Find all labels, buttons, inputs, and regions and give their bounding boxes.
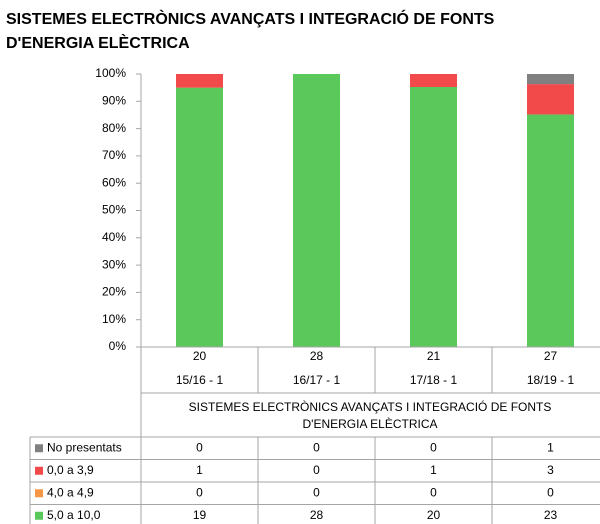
bar-segment bbox=[527, 114, 574, 347]
legend-swatch bbox=[35, 511, 43, 520]
total-label: 27 bbox=[544, 349, 558, 363]
table-value: 19 bbox=[193, 508, 207, 522]
table-value: 0 bbox=[313, 440, 320, 454]
legend-swatch bbox=[35, 444, 43, 453]
table-value: 0 bbox=[313, 463, 320, 477]
bar-segment bbox=[410, 74, 457, 87]
table-value: 1 bbox=[196, 463, 203, 477]
y-tick-label: 90% bbox=[102, 93, 126, 107]
legend-swatch bbox=[35, 466, 43, 475]
legend-swatch bbox=[35, 489, 43, 498]
bar-segment bbox=[293, 74, 340, 347]
table-value: 0 bbox=[547, 485, 554, 499]
legend-label: No presentats bbox=[47, 440, 122, 454]
chart-title: SISTEMES ELECTRÒNICS AVANÇATS I INTEGRAC… bbox=[6, 9, 495, 28]
y-tick-label: 10% bbox=[102, 312, 126, 326]
table-value: 3 bbox=[547, 463, 554, 477]
y-tick-label: 40% bbox=[102, 230, 126, 244]
bar-segment bbox=[176, 87, 223, 348]
table-value: 28 bbox=[310, 508, 324, 522]
x-tick-label: 17/18 - 1 bbox=[410, 373, 458, 387]
y-tick-label: 0% bbox=[109, 339, 127, 353]
legend-label: 4,0 a 4,9 bbox=[47, 485, 94, 499]
table-value: 0 bbox=[430, 440, 437, 454]
y-tick-label: 30% bbox=[102, 257, 126, 271]
total-label: 21 bbox=[427, 349, 441, 363]
legend-label: 0,0 a 3,9 bbox=[47, 463, 94, 477]
table-value: 0 bbox=[196, 440, 203, 454]
table-value: 20 bbox=[427, 508, 441, 522]
chart-title: D'ENERGIA ELÈCTRICA bbox=[6, 33, 190, 52]
y-tick-label: 50% bbox=[102, 203, 126, 217]
bar-segment bbox=[410, 87, 457, 347]
bar-segment bbox=[176, 74, 223, 88]
x-axis-title: D'ENERGIA ELÈCTRICA bbox=[303, 416, 438, 431]
bar-segment bbox=[527, 84, 574, 115]
table-value: 0 bbox=[430, 485, 437, 499]
x-tick-label: 15/16 - 1 bbox=[176, 373, 224, 387]
table-value: 0 bbox=[313, 485, 320, 499]
x-tick-label: 18/19 - 1 bbox=[527, 373, 575, 387]
y-tick-label: 100% bbox=[95, 66, 126, 80]
table-value: 1 bbox=[430, 463, 437, 477]
total-label: 20 bbox=[193, 349, 207, 363]
table-value: 23 bbox=[544, 508, 558, 522]
y-tick-label: 80% bbox=[102, 121, 126, 135]
table-value: 1 bbox=[547, 440, 554, 454]
table-value: 0 bbox=[196, 485, 203, 499]
legend-label: 5,0 a 10,0 bbox=[47, 508, 101, 522]
x-axis-title: SISTEMES ELECTRÒNICS AVANÇATS I INTEGRAC… bbox=[189, 399, 552, 414]
total-label: 28 bbox=[310, 349, 324, 363]
y-tick-label: 20% bbox=[102, 285, 126, 299]
y-tick-label: 70% bbox=[102, 148, 126, 162]
y-tick-label: 60% bbox=[102, 175, 126, 189]
bar-segment bbox=[527, 74, 574, 85]
x-tick-label: 16/17 - 1 bbox=[293, 373, 341, 387]
